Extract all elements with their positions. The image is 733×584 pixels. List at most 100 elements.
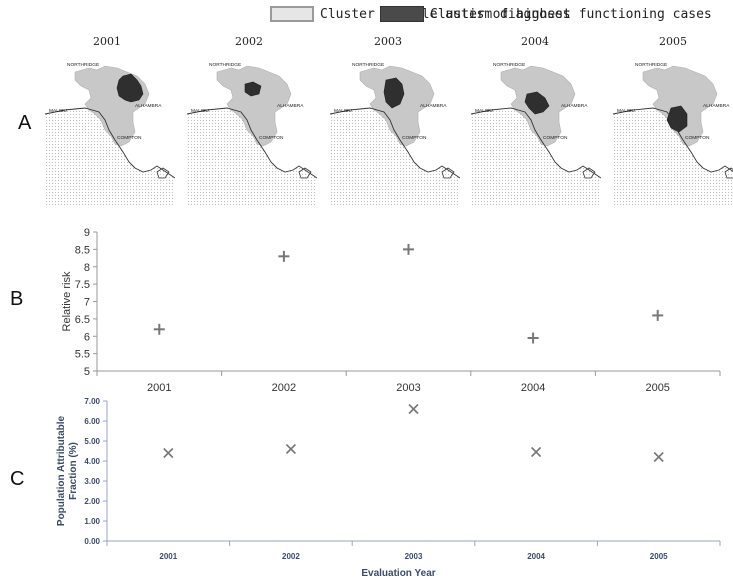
panel-letter-c: C: [10, 468, 25, 490]
map-year-2005: 2005: [659, 35, 687, 48]
data-point: [278, 250, 290, 262]
map-year-2003: 2003: [374, 35, 402, 48]
cluster-highest-functioning: [666, 105, 688, 133]
island-shape: [724, 167, 733, 179]
legend-swatch-light: [270, 6, 314, 22]
x-tick-label: 2005: [650, 552, 668, 561]
place-name-northridge: NORTHRIDGE: [352, 62, 384, 68]
y-tick-label: 7.00: [84, 397, 100, 406]
place-name-northridge: NORTHRIDGE: [635, 62, 667, 68]
x-axis-label: Evaluation Year: [361, 568, 435, 579]
island-shape: [156, 167, 170, 179]
y-tick-label: 6: [84, 331, 90, 343]
place-name-compton: COMPTON: [543, 135, 568, 141]
y-tick-label: 5.00: [84, 437, 100, 446]
map-year-2004: 2004: [521, 35, 549, 48]
ocean-area: [471, 108, 601, 207]
x-tick-label: 2002: [282, 552, 300, 561]
coastline: [471, 107, 601, 179]
place-name-malibu: MALIBU: [475, 108, 493, 114]
coastline: [330, 107, 460, 179]
y-tick-label: 6.00: [84, 417, 100, 426]
y-tick-label: 8: [84, 262, 90, 274]
data-point: [408, 403, 419, 415]
place-name-northridge: NORTHRIDGE: [493, 62, 525, 68]
place-name-compton: COMPTON: [685, 135, 710, 141]
y-tick-label: 3.00: [84, 477, 100, 486]
map-2004: NORTHRIDGE MALIBU ALHAMBRA COMPTON: [471, 62, 601, 207]
cluster-sole-autism: [359, 65, 435, 147]
map-year-2002: 2002: [235, 35, 263, 48]
legend-swatch-dark: [380, 6, 424, 22]
place-name-malibu: MALIBU: [49, 108, 67, 114]
map-2005: NORTHRIDGE MALIBU ALHAMBRA COMPTON: [613, 62, 733, 207]
y-tick-label: 7: [84, 297, 90, 309]
cluster-sole-autism: [216, 65, 292, 147]
ocean-area: [613, 108, 733, 207]
y-tick-label: 4.00: [84, 457, 100, 466]
place-name-malibu: MALIBU: [334, 108, 352, 114]
place-name-alhambra: ALHAMBRA: [277, 103, 304, 109]
x-tick-label: 2001: [159, 552, 177, 561]
data-point: [652, 309, 664, 321]
ocean-area: [330, 108, 460, 207]
data-point: [403, 243, 414, 255]
place-name-compton: COMPTON: [259, 135, 284, 141]
cluster-highest-functioning: [244, 81, 262, 97]
map-year-2001: 2001: [93, 35, 121, 48]
data-point: [285, 443, 296, 455]
x-tick-label: 2003: [405, 552, 423, 561]
place-name-alhambra: ALHAMBRA: [135, 103, 162, 109]
y-tick-label: 8.5: [75, 244, 90, 256]
place-name-alhambra: ALHAMBRA: [420, 103, 447, 109]
x-tick-label: 2004: [521, 382, 545, 394]
legend-item-high-functioning: Cluster of highest functioning cases: [380, 6, 712, 22]
place-name-northridge: NORTHRIDGE: [67, 62, 99, 68]
data-point: [163, 447, 174, 459]
map-2001: NORTHRIDGE MALIBU ALHAMBRA COMPTON: [45, 62, 175, 207]
island-shape: [441, 167, 455, 179]
y-tick-label: 5: [84, 366, 90, 378]
relative-risk-chart: 5 5.5 6 6.5 7 7.5 8 8.5 9 2001 2002 2003 2004 2005 Rel…: [61, 227, 721, 394]
cluster-highest-functioning: [524, 91, 550, 115]
place-name-northridge: NORTHRIDGE: [209, 62, 241, 68]
x-tick-label: 2001: [147, 382, 171, 394]
x-tick-label: 2004: [527, 552, 545, 561]
y-tick-label: 2.00: [84, 497, 100, 506]
x-tick-label: 2003: [396, 382, 420, 394]
ocean-area: [45, 108, 175, 207]
island-shape: [582, 167, 596, 179]
place-name-alhambra: ALHAMBRA: [561, 103, 588, 109]
coastline: [187, 107, 317, 179]
legend-label-high-functioning: Cluster of highest functioning cases: [430, 6, 712, 22]
map-2003: NORTHRIDGE MALIBU ALHAMBRA COMPTON: [330, 62, 460, 207]
coastline: [45, 107, 175, 179]
cluster-highest-functioning: [116, 73, 144, 103]
data-point: [153, 323, 165, 335]
map-2002: NORTHRIDGE MALIBU ALHAMBRA COMPTON: [187, 62, 317, 207]
place-name-alhambra: ALHAMBRA: [703, 103, 730, 109]
y-axis-label: Population AttributableFraction (%): [56, 415, 79, 526]
place-name-malibu: MALIBU: [191, 108, 209, 114]
coastline: [613, 107, 733, 173]
y-tick-label: 1.00: [84, 517, 100, 526]
population-attributable-fraction-chart: 0.00 1.00 2.00 3.00 4.00 5.00 6.00 7.00 2001 2002…: [56, 397, 721, 579]
y-tick-label: 5.5: [75, 349, 90, 361]
x-tick-label: 2005: [645, 382, 669, 394]
panel-letter-b: B: [10, 288, 24, 310]
x-tick-label: 2002: [272, 382, 296, 394]
y-tick-label: 9: [84, 227, 90, 239]
panel-letter-a: A: [18, 112, 32, 134]
ocean-area: [187, 108, 317, 207]
place-name-malibu: MALIBU: [617, 108, 635, 114]
place-name-compton: COMPTON: [402, 135, 427, 141]
island-shape: [298, 167, 312, 179]
y-axis-label: Relative risk: [61, 271, 73, 331]
data-point: [527, 332, 539, 344]
y-tick-label: 0.00: [84, 537, 100, 546]
data-point: [531, 446, 542, 458]
data-point: [653, 451, 664, 463]
y-tick-label: 7.5: [75, 279, 90, 291]
legend: Cluster of sole autism diagnoses Cluster…: [0, 0, 733, 32]
place-name-compton: COMPTON: [117, 135, 142, 141]
